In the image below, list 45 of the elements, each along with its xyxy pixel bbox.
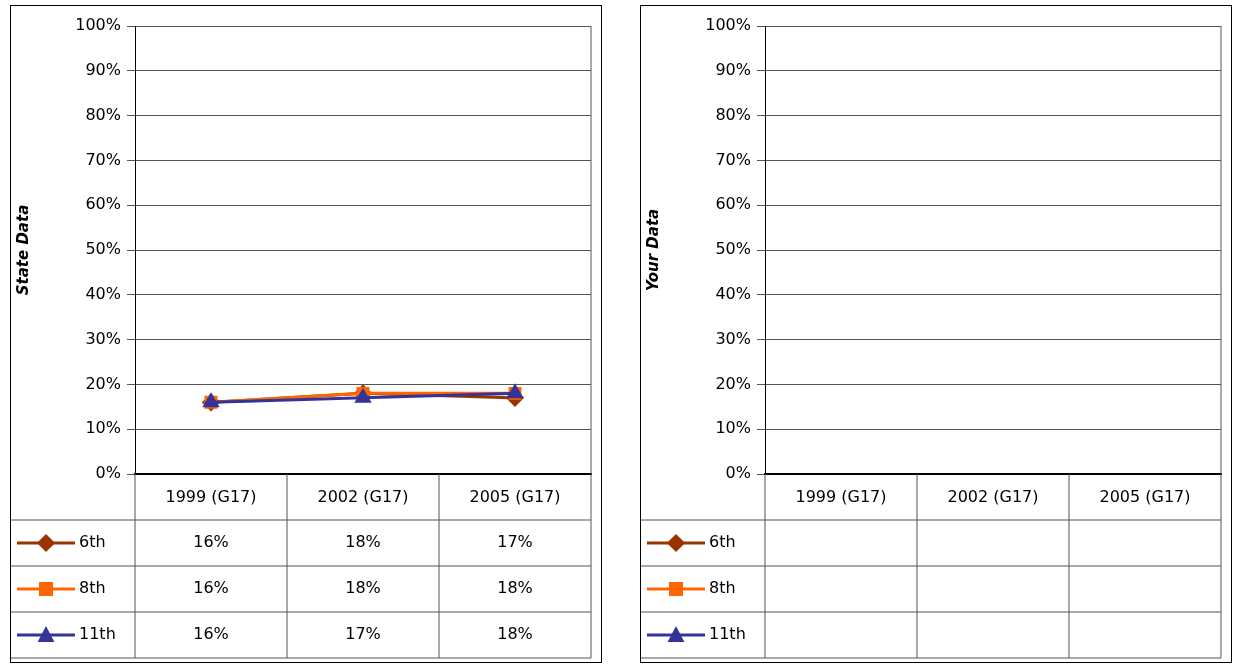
y-tick-label: 20% bbox=[715, 373, 751, 393]
legend-label: 11th bbox=[79, 624, 116, 644]
y-tick-label: 0% bbox=[725, 463, 751, 483]
y-tick-label: 80% bbox=[85, 104, 121, 124]
y-tick-label: 70% bbox=[85, 149, 121, 169]
x-tick-label: 1999 (G17) bbox=[795, 486, 887, 506]
y-tick-label: 100% bbox=[705, 15, 751, 35]
y-tick-label: 60% bbox=[715, 194, 751, 214]
x-tick-label: 2005 (G17) bbox=[469, 486, 561, 506]
y-tick-label: 0% bbox=[95, 463, 121, 483]
y-tick-label: 90% bbox=[715, 59, 751, 79]
y-tick-label: 30% bbox=[85, 328, 121, 348]
data-label: 18% bbox=[497, 624, 533, 644]
y-tick-label: 10% bbox=[715, 418, 751, 438]
y-tick-label: 60% bbox=[85, 194, 121, 214]
y-tick-label: 30% bbox=[715, 328, 751, 348]
legend-label: 6th bbox=[709, 532, 736, 552]
data-label: 18% bbox=[345, 578, 381, 598]
x-tick-label: 2005 (G17) bbox=[1099, 486, 1191, 506]
y-tick-label: 50% bbox=[715, 239, 751, 259]
legend-label: 8th bbox=[79, 578, 106, 598]
y-axis-title: State Data bbox=[13, 204, 32, 296]
y-axis-title: Your Data bbox=[643, 208, 662, 292]
x-tick-label: 1999 (G17) bbox=[165, 486, 257, 506]
y-tick-label: 100% bbox=[75, 15, 121, 35]
data-label: 17% bbox=[345, 624, 381, 644]
y-tick-label: 40% bbox=[85, 283, 121, 303]
y-tick-label: 70% bbox=[715, 149, 751, 169]
data-label: 16% bbox=[193, 532, 229, 552]
x-tick-label: 2002 (G17) bbox=[317, 486, 409, 506]
x-tick-label: 2002 (G17) bbox=[947, 486, 1039, 506]
y-tick-label: 10% bbox=[85, 418, 121, 438]
data-label: 18% bbox=[497, 578, 533, 598]
data-label: 16% bbox=[193, 578, 229, 598]
y-tick-label: 90% bbox=[85, 59, 121, 79]
legend-label: 8th bbox=[709, 578, 736, 598]
y-tick-label: 40% bbox=[715, 283, 751, 303]
data-label: 18% bbox=[345, 532, 381, 552]
data-label: 17% bbox=[497, 532, 533, 552]
y-tick-label: 80% bbox=[715, 104, 751, 124]
y-tick-label: 20% bbox=[85, 373, 121, 393]
data-label: 16% bbox=[193, 624, 229, 644]
legend-label: 6th bbox=[79, 532, 106, 552]
legend-label: 11th bbox=[709, 624, 746, 644]
y-tick-label: 50% bbox=[85, 239, 121, 259]
